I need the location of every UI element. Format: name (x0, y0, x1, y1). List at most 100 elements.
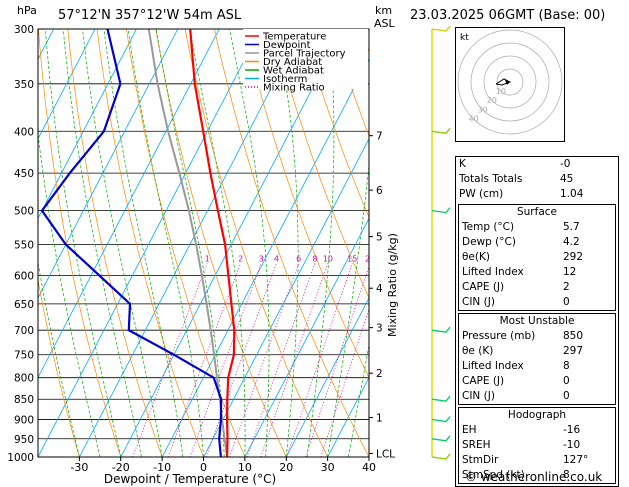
km-tick-label: 4 (376, 283, 383, 295)
km-tick-label: 2 (376, 368, 383, 380)
row-label: θe(K) (462, 251, 490, 263)
mixing-ratio-label: 2 (238, 254, 243, 263)
wind-barb (431, 127, 451, 134)
row-value: 850 (563, 330, 584, 342)
table-row: Pressure (mb) 850 (459, 329, 615, 344)
row-value: 2 (563, 281, 570, 293)
pressure-tick-label: 1000 (7, 452, 34, 464)
isotherm (38, 29, 96, 140)
wind-barb (431, 25, 451, 32)
pressure-tick-label: 800 (14, 373, 34, 385)
mixing-ratio-line (246, 263, 316, 457)
km-tick-label: 1 (376, 413, 383, 425)
table-row: θe (K) 297 (459, 344, 615, 359)
wet-adiabat (38, 130, 101, 457)
wet-adiabat (62, 29, 142, 457)
surface-title: Surface (516, 206, 557, 218)
dry-adiabat (38, 277, 80, 457)
wet-adiabat (45, 29, 122, 457)
row-value: 0 (563, 296, 570, 308)
isotherm (244, 217, 369, 457)
credit-text: © weatheronline.co.uk (465, 470, 603, 484)
hodograph-ring (496, 68, 524, 96)
isotherm (38, 29, 261, 457)
isotherm (120, 29, 344, 457)
wet-adiabat (82, 29, 163, 457)
hodograph-ring-label: 30 (478, 105, 488, 114)
x-tick-label: -20 (112, 461, 130, 474)
mixing-ratio-label: 6 (296, 254, 301, 263)
km-tick-label: LCL (376, 448, 395, 460)
km-tick-label: 7 (376, 131, 383, 143)
mixing-ratio-label: 1 (205, 254, 210, 263)
mixing-ratio-line (132, 263, 208, 457)
pressure-tick-label: 450 (14, 168, 34, 180)
hodograph-ring (470, 42, 550, 122)
dry-adiabat (96, 29, 204, 457)
location-title: 57°12'N 357°12'W 54m ASL (58, 8, 242, 23)
mixing-ratio-line (167, 263, 241, 457)
table-row: Temp (°C) 5.7 (459, 220, 615, 235)
isotherm (203, 137, 369, 457)
dewpoint-line (40, 29, 223, 457)
isotherm (38, 29, 137, 220)
dry-adiabat (243, 29, 369, 379)
pressure-tick-label: 300 (14, 24, 34, 36)
hodograph-title: Hodograph (507, 409, 567, 421)
wind-barb (431, 416, 451, 423)
x-tick-label: 10 (238, 461, 252, 474)
mixing-ratio-label: 10 (323, 254, 333, 263)
table-row: StmDir 127° (459, 453, 615, 468)
table-row: SREH -10 (459, 438, 615, 453)
x-tick-label: -30 (70, 461, 88, 474)
row-value: -16 (563, 424, 581, 436)
row-label: θe (K) (462, 345, 494, 357)
mixing-ratio-axis-title: Mixing Ratio (g/kg) (386, 233, 399, 337)
pressure-tick-label: 550 (14, 239, 34, 251)
row-value: 127° (563, 454, 589, 466)
wet-adiabat (38, 260, 80, 457)
pressure-tick-label: 750 (14, 350, 34, 362)
row-value: 5.7 (563, 221, 580, 233)
wind-barb (431, 453, 451, 460)
mixing-ratio-line (305, 265, 369, 457)
dry-adiabat (272, 29, 369, 299)
most-unstable-title: Most Unstable (499, 315, 575, 327)
row-label: SREH (462, 439, 491, 451)
legend-label: Temperature (262, 32, 326, 43)
table-row: Lifted Index 12 (459, 265, 615, 280)
wet-adiabat (347, 343, 369, 457)
hodograph-ring-label: 20 (487, 96, 497, 105)
isotherm (79, 29, 303, 457)
legend-label: Wet Adiabat (263, 66, 324, 77)
table-row: Dewp (°C) 4.2 (459, 235, 615, 250)
row-value: 8 (563, 360, 570, 372)
x-tick-label: 40 (362, 461, 376, 474)
hodograph-section: Hodograph EH -16 SREH -10 StmDir 127° StmSpd (… (458, 407, 616, 484)
table-row: Totals Totals 45 (456, 172, 618, 187)
row-label: StmSpd (kt) (462, 469, 525, 481)
row-value: 1.04 (560, 188, 584, 200)
hodograph-panel (455, 27, 565, 142)
date-title: 23.03.2025 06GMT (Base: 00) (410, 8, 606, 23)
mixing-ratio-label: 3 (259, 254, 264, 263)
storm-motion-marker (505, 80, 510, 85)
parcel-trajectory-line (147, 29, 229, 457)
table-row: CAPE (J) 0 (459, 374, 615, 389)
row-label: Lifted Index (462, 266, 524, 278)
row-label: Totals Totals (459, 173, 523, 185)
table-row: CIN (J) 0 (459, 295, 615, 310)
mixing-ratio-label: 8 (312, 254, 317, 263)
x-tick-label: 0 (200, 461, 207, 474)
hodograph-unit: kt (460, 33, 469, 43)
row-label: CAPE (J) (462, 375, 505, 387)
mixing-ratio-line (205, 263, 277, 457)
pressure-tick-label: 600 (14, 270, 34, 282)
isotherm (38, 29, 220, 379)
row-value: 292 (563, 251, 584, 263)
pressure-tick-label: 900 (14, 415, 34, 427)
wind-barb (431, 207, 451, 214)
wet-adiabat (155, 29, 225, 457)
isotherm (161, 58, 369, 457)
row-value: 297 (563, 345, 584, 357)
